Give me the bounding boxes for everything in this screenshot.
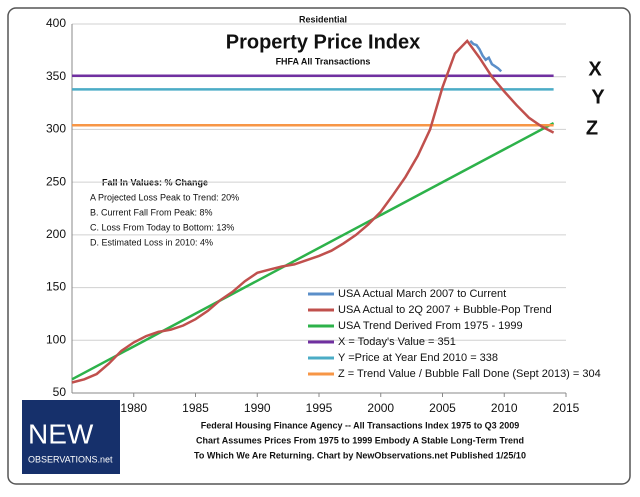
footer-line: To Which We Are Returning. Chart by NewO… [194, 450, 526, 460]
x-tick-label: 1995 [306, 401, 333, 415]
chart-title: Property Price Index [226, 31, 421, 53]
logo-box [22, 400, 120, 474]
chart-subtitle: FHFA All Transactions [276, 56, 371, 66]
level-label: Z [586, 117, 598, 139]
x-tick-label: 1980 [120, 401, 147, 415]
x-tick-label: 2015 [553, 401, 580, 415]
logo-text: NEW [28, 418, 94, 449]
y-tick-label: 200 [46, 227, 66, 241]
y-tick-label: 350 [46, 69, 66, 83]
legend-label: Y =Price at Year End 2010 = 338 [338, 352, 498, 364]
footer-line: Federal Housing Finance Agency -- All Tr… [201, 420, 519, 430]
x-tick-label: 2010 [491, 401, 518, 415]
legend-label: X = Today's Value = 351 [338, 336, 456, 348]
y-tick-label: 250 [46, 174, 66, 188]
level-label: Y [591, 86, 605, 108]
chart-frame [7, 7, 631, 485]
legend-label: USA Actual March 2007 to Current [338, 288, 506, 300]
footer-line: Chart Assumes Prices From 1975 to 1999 E… [196, 435, 524, 445]
annotation-line: D. Estimated Loss in 2010: 4% [90, 237, 213, 247]
y-tick-label: 400 [46, 16, 66, 30]
legend-label: Z = Trend Value / Bubble Fall Done (Sept… [338, 368, 601, 380]
legend-label: USA Actual to 2Q 2007 + Bubble-Pop Trend [338, 304, 552, 316]
x-tick-label: 1990 [244, 401, 271, 415]
x-tick-label: 2000 [367, 401, 394, 415]
y-tick-label: 50 [53, 385, 67, 399]
annotation-line: A Projected Loss Peak to Trend: 20% [90, 192, 239, 202]
x-tick-label: 2005 [429, 401, 456, 415]
series-line [469, 40, 503, 73]
y-tick-label: 150 [46, 280, 66, 294]
annotation-line: B. Current Fall From Peak: 8% [90, 207, 213, 217]
annotation-line: C. Loss From Today to Bottom: 13% [90, 222, 234, 232]
series-line [71, 121, 555, 381]
x-tick-label: 1985 [182, 401, 209, 415]
logo-subtext: OBSERVATIONS.net [28, 454, 113, 464]
series-line [71, 38, 555, 384]
y-tick-label: 100 [46, 332, 66, 346]
level-label: X [588, 58, 602, 80]
legend-label: USA Trend Derived From 1975 - 1999 [338, 320, 523, 332]
y-tick-label: 300 [46, 122, 66, 136]
chart-supertitle: Residential [299, 14, 347, 24]
